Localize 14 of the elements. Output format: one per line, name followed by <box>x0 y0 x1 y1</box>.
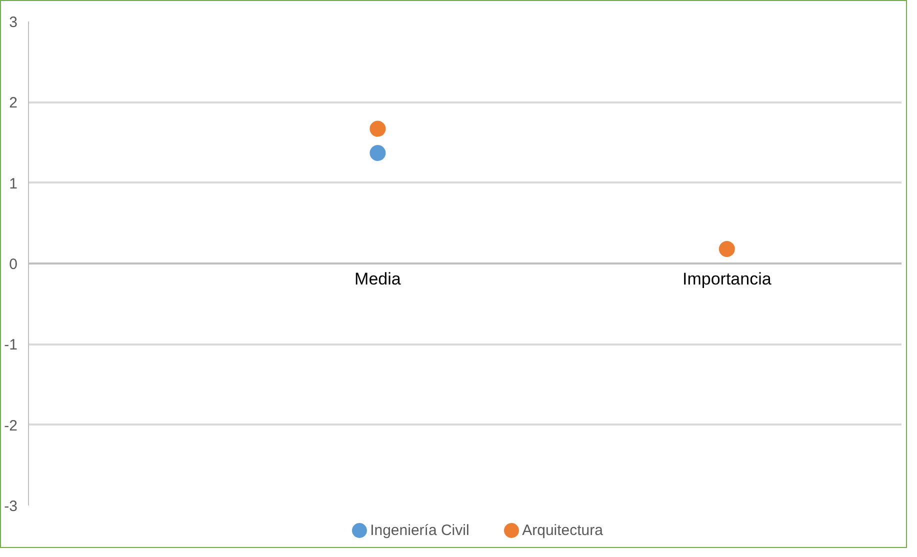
legend-label: Arquitectura <box>522 522 604 539</box>
y-tick-label: 0 <box>9 256 18 273</box>
point <box>718 240 735 257</box>
y-tick-label: -1 <box>4 336 18 354</box>
y-tick-label: -3 <box>4 498 18 515</box>
y-tick-label: 1 <box>9 175 18 192</box>
point <box>370 120 386 137</box>
x-tick-label: Importancia <box>682 270 772 288</box>
point <box>370 145 386 161</box>
legend-label: Ingeniería Civil <box>370 522 470 539</box>
y-tick-label: 2 <box>9 94 18 112</box>
y-tick-label: -2 <box>4 417 18 434</box>
x-tick-label: Media <box>354 270 402 288</box>
y-tick-label: 3 <box>9 14 18 31</box>
